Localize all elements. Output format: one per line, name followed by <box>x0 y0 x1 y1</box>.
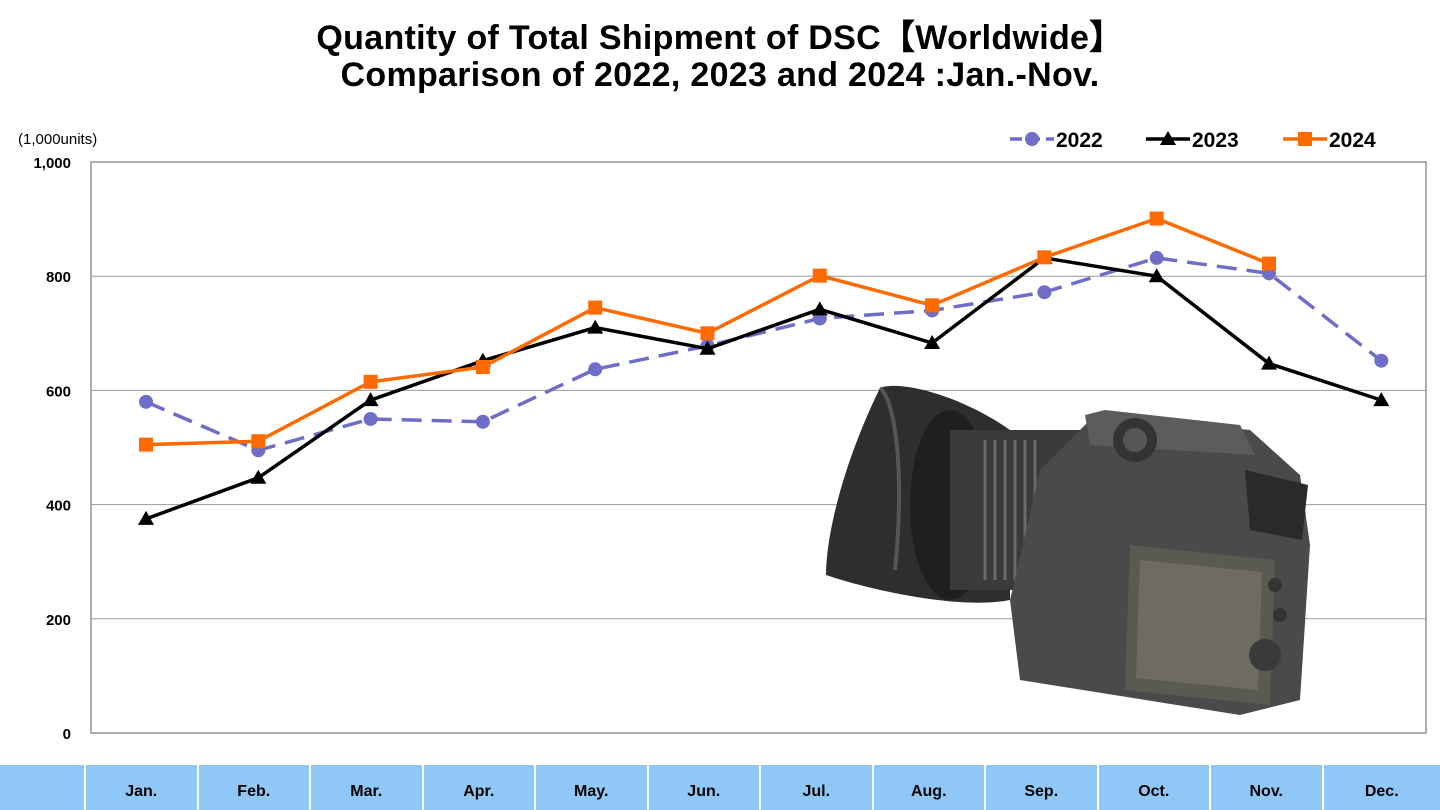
data-point-2024 <box>700 326 715 341</box>
legend-item-2023: 2023 <box>1146 129 1239 152</box>
y-axis-unit-label: (1,000units) <box>18 131 98 148</box>
data-point-2024 <box>1262 256 1276 271</box>
x-axis-month-bar: Jan. Feb. Mar. Apr. May. Jun. Jul. Aug. Sep. Oct.… <box>0 765 1440 810</box>
x-tick-label: Dec. <box>1321 765 1440 810</box>
x-tick-label: Feb. <box>196 765 310 810</box>
legend-item-2024: 2024 <box>1283 129 1376 152</box>
legend-label: 2022 <box>1056 129 1103 152</box>
data-point-2022 <box>363 411 378 426</box>
legend: 2022 2023 2024 <box>1010 129 1376 152</box>
chart-subtitle: Comparison of 2022, 2023 and 2024 :Jan.-… <box>340 56 1100 94</box>
data-point-2023 <box>250 469 267 484</box>
x-tick-label: Mar. <box>309 765 422 810</box>
data-point-2023 <box>699 340 716 355</box>
data-point-2024 <box>251 434 266 449</box>
data-point-2024 <box>1037 250 1052 265</box>
chart-title: Quantity of Total Shipment of DSC【Worldw… <box>316 19 1124 57</box>
data-point-2023 <box>1261 355 1277 370</box>
series-2023 <box>138 249 1390 525</box>
data-point-2022 <box>139 394 153 409</box>
y-axis-ticks: 0 200 400 600 800 1,000 <box>33 155 71 743</box>
data-point-2024 <box>1149 211 1164 226</box>
x-axis-blank-cell <box>0 765 84 810</box>
y-tick-label: 0 <box>63 726 71 743</box>
data-point-2024 <box>363 374 378 389</box>
series-line-2022 <box>145 256 1383 453</box>
x-tick-label: Oct. <box>1096 765 1210 810</box>
y-tick-label: 600 <box>46 383 71 400</box>
data-point-2022 <box>1149 250 1164 265</box>
data-point-2023 <box>587 319 604 334</box>
y-tick-label: 200 <box>46 612 71 629</box>
y-tick-label: 400 <box>46 498 71 515</box>
x-tick-label: Sep. <box>984 765 1097 810</box>
x-tick-label: Jun. <box>646 765 760 810</box>
x-tick-label: Apr. <box>421 765 535 810</box>
legend-marker <box>1025 132 1039 146</box>
data-point-2022 <box>1037 285 1052 300</box>
y-tick-label: 1,000 <box>33 155 71 172</box>
digital-camera-photo <box>826 385 1310 715</box>
data-point-2023 <box>811 301 828 316</box>
data-point-2023 <box>1373 392 1390 407</box>
data-point-2023 <box>362 392 379 407</box>
x-tick-label: Nov. <box>1209 765 1322 810</box>
data-point-2023 <box>1148 268 1165 283</box>
data-point-2024 <box>925 298 940 313</box>
y-tick-label: 800 <box>46 269 71 286</box>
data-point-2023 <box>138 510 154 525</box>
legend-label: 2023 <box>1192 129 1239 152</box>
x-tick-label: May. <box>534 765 647 810</box>
legend-item-2022: 2022 <box>1010 129 1103 152</box>
legend-label: 2024 <box>1329 129 1376 152</box>
data-point-2024 <box>588 300 603 315</box>
x-tick-label: Jan. <box>84 765 197 810</box>
data-point-2024 <box>812 268 827 283</box>
x-tick-label: Aug. <box>871 765 985 810</box>
series-2024 <box>139 211 1276 452</box>
data-point-2024 <box>139 437 153 452</box>
data-point-2024 <box>475 359 490 374</box>
series-line-2023 <box>145 256 1382 521</box>
line-chart: 0 200 400 600 800 1,000 2022 2023 2024 <box>33 129 1427 743</box>
legend-marker <box>1160 131 1176 145</box>
x-tick-label: Jul. <box>759 765 872 810</box>
data-point-2022 <box>588 362 603 377</box>
legend-marker <box>1298 132 1312 146</box>
data-point-2022 <box>475 414 490 429</box>
data-point-2023 <box>924 335 941 350</box>
series-lines <box>138 211 1390 525</box>
data-point-2022 <box>1374 353 1389 368</box>
